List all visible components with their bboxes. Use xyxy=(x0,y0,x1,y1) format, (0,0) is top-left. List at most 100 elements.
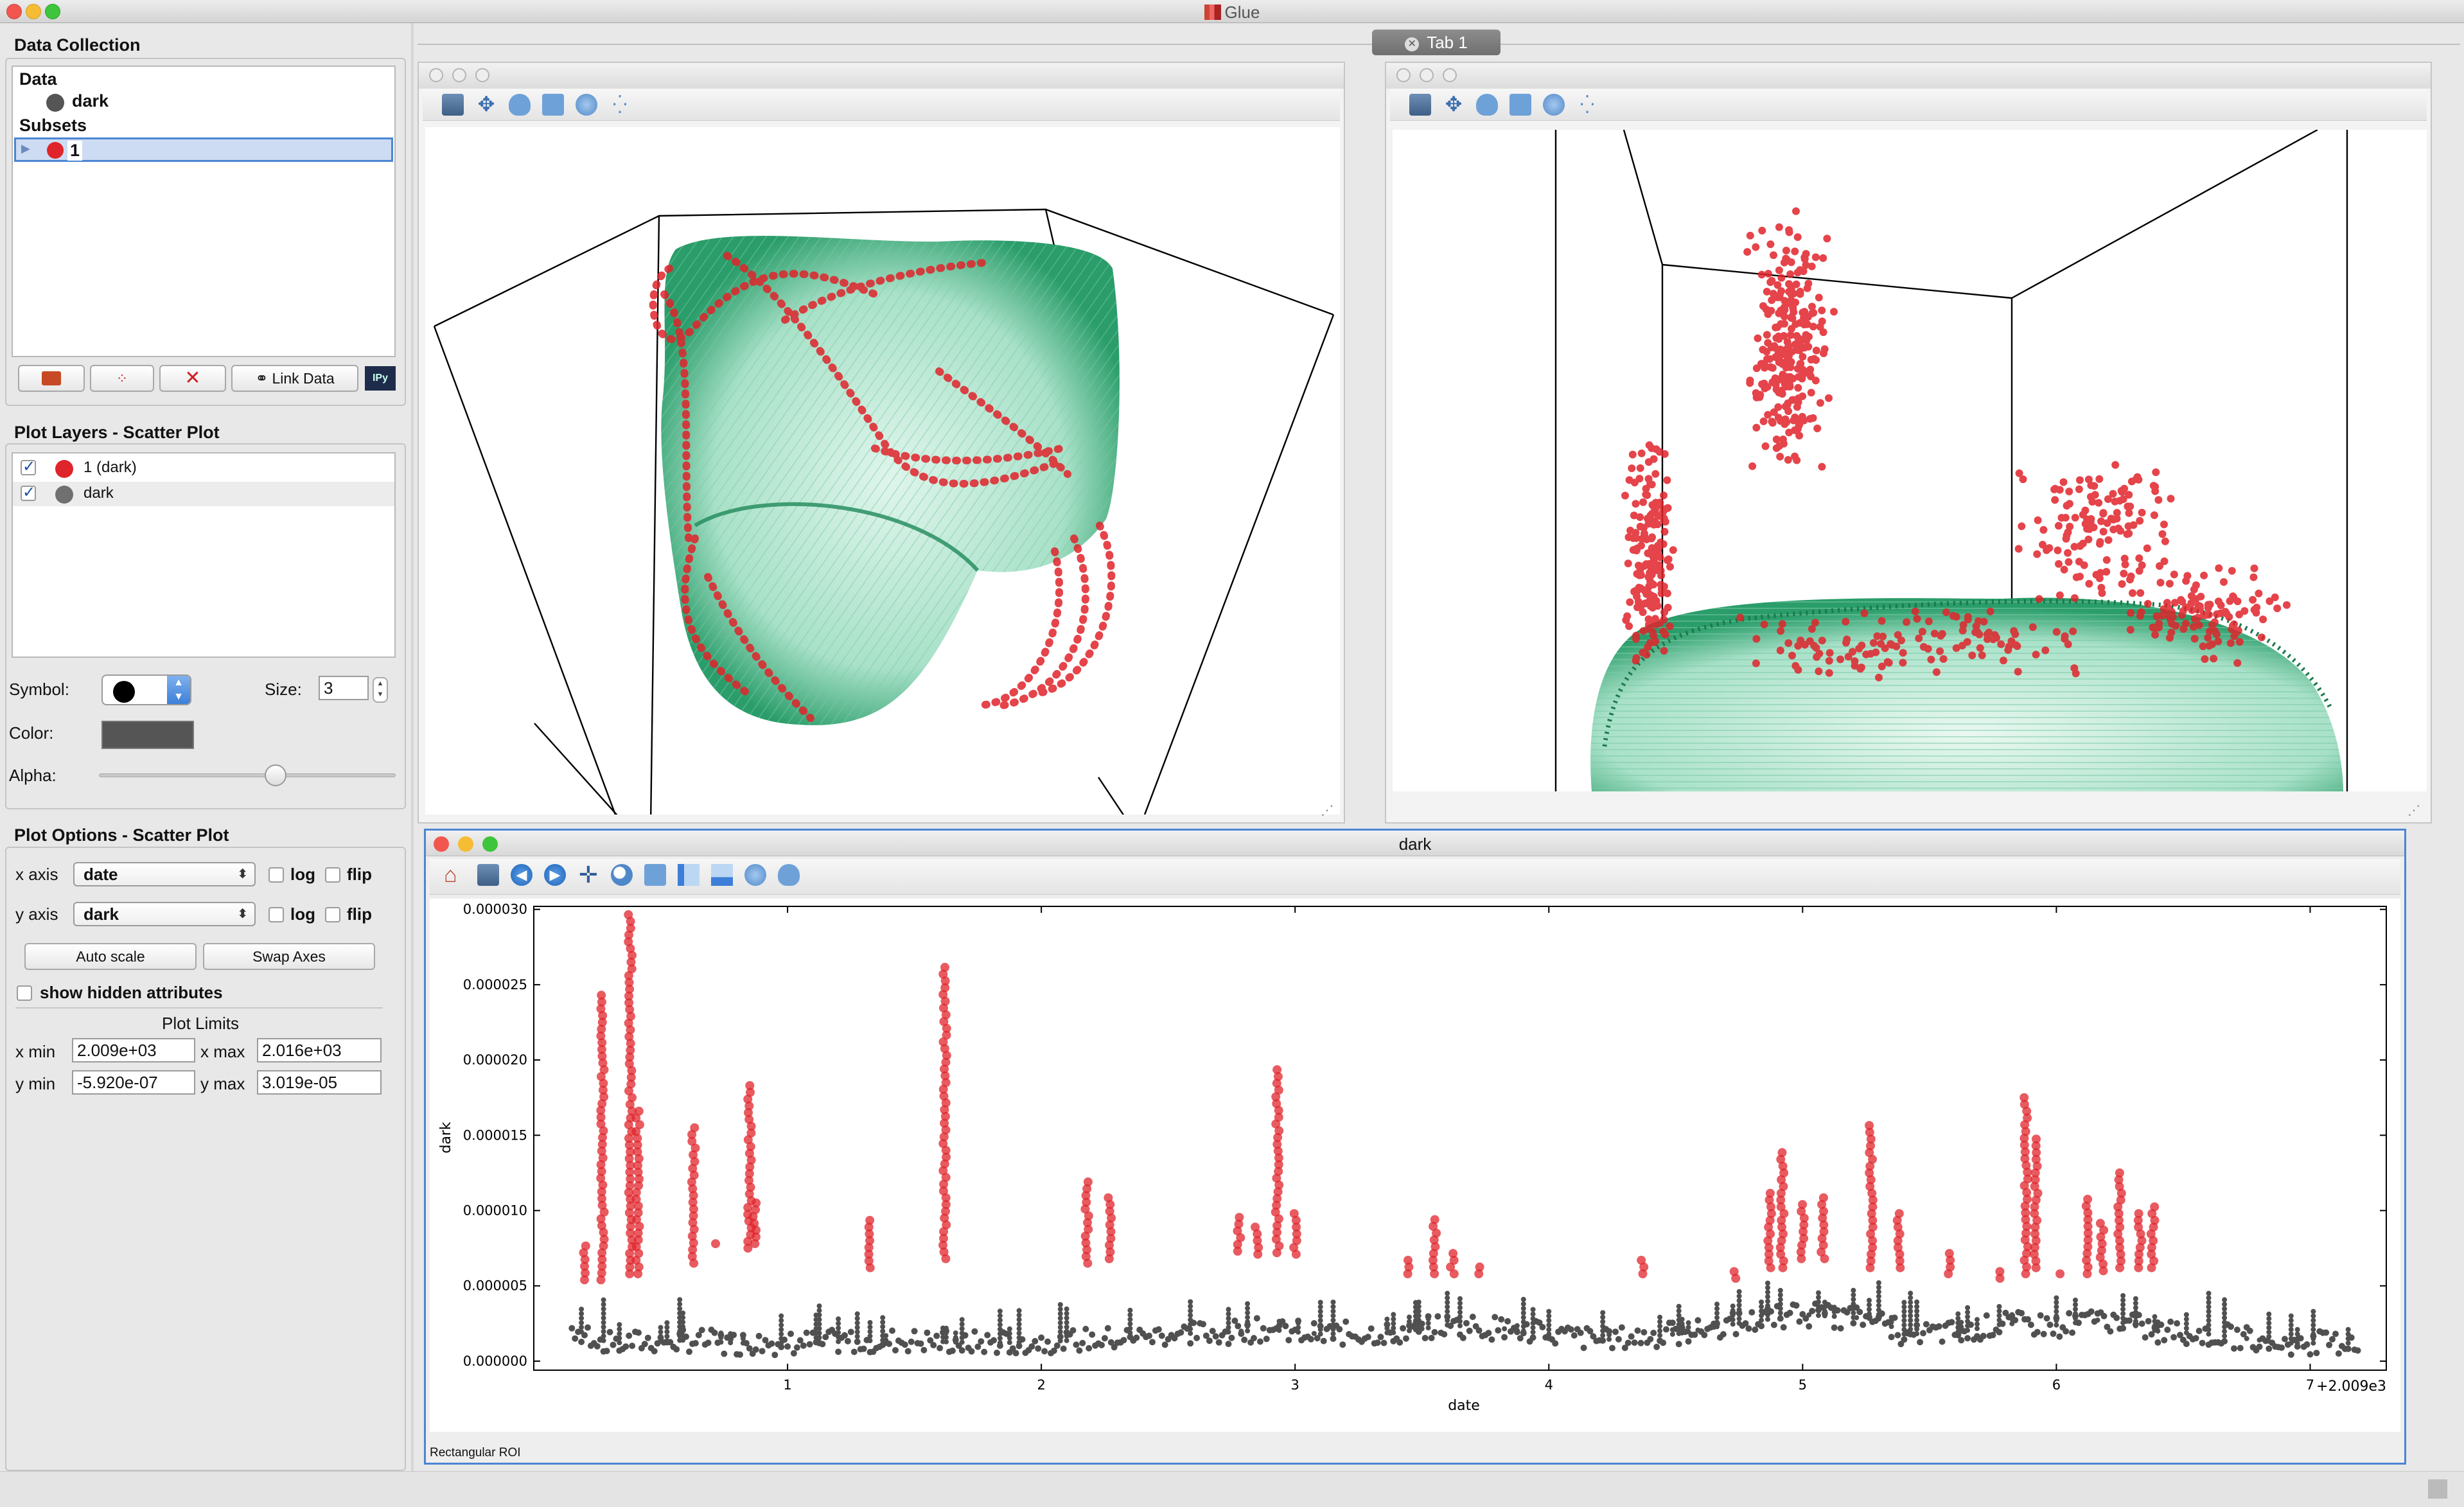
plot-limits-label: Plot Limits xyxy=(162,1014,239,1033)
data-item-dark[interactable]: dark xyxy=(72,91,109,110)
close-window-icon[interactable] xyxy=(6,4,22,19)
size-input[interactable]: 3 xyxy=(319,676,369,700)
point-select-icon[interactable]: ⁛ xyxy=(1580,94,1595,114)
zoom-window-icon[interactable] xyxy=(45,4,60,19)
ymin-input[interactable]: -5.920e-07 xyxy=(72,1070,195,1095)
3d-toolbar: ✥ ⁛ xyxy=(423,89,1340,121)
data-point-subset xyxy=(1867,1249,1876,1259)
resize-grip-icon[interactable]: ⋰ xyxy=(1321,804,1333,818)
data-collection-tree[interactable]: Data dark Subsets ▶ 1 xyxy=(12,66,396,357)
minimize-subwindow-icon[interactable] xyxy=(1420,68,1434,82)
lasso-icon[interactable] xyxy=(509,94,531,116)
symbol-combo[interactable]: ▲ ▼ xyxy=(101,674,191,705)
3d-volume-canvas-right[interactable] xyxy=(1393,130,2427,791)
delete-button[interactable]: ✕ xyxy=(159,365,226,392)
rectangle-select-icon[interactable] xyxy=(644,864,666,886)
minimize-window-icon[interactable] xyxy=(26,4,41,19)
y-axis-select[interactable]: dark ⬍ xyxy=(73,902,256,926)
data-point-subset xyxy=(2135,1243,2145,1252)
xmax-input[interactable]: 2.016e+03 xyxy=(257,1038,382,1062)
data-point-subset xyxy=(2030,1229,2040,1238)
zoom-subwindow-icon[interactable] xyxy=(1443,68,1457,82)
zoom-icon[interactable] xyxy=(611,864,633,886)
data-point xyxy=(1469,1314,1476,1320)
circle-select-icon[interactable] xyxy=(744,864,766,886)
y-log-checkbox[interactable] xyxy=(268,907,284,922)
data-point xyxy=(1888,1319,1894,1325)
point-select-icon[interactable]: ⁛ xyxy=(612,94,628,114)
resize-grip-icon[interactable]: ⋰ xyxy=(2407,804,2420,818)
y-flip-checkbox[interactable] xyxy=(325,907,340,922)
rotate-icon[interactable]: ✥ xyxy=(1445,93,1463,116)
save-icon[interactable] xyxy=(477,864,499,886)
subset-point xyxy=(2205,642,2213,650)
3d-volume-canvas-left[interactable] xyxy=(425,127,1340,815)
circle-select-icon[interactable] xyxy=(576,94,597,116)
pan-icon[interactable]: ✛ xyxy=(578,861,599,888)
circle-select-icon[interactable] xyxy=(1543,94,1565,116)
data-point-subset xyxy=(2082,1269,2092,1278)
xmin-input[interactable]: 2.009e+03 xyxy=(72,1038,195,1062)
home-icon[interactable]: ⌂ xyxy=(444,863,457,887)
subset-point xyxy=(1818,463,1826,471)
layer-list[interactable]: ✓ 1 (dark) ✓ dark xyxy=(12,452,396,658)
subset-point xyxy=(1759,417,1768,425)
minimize-subwindow-icon[interactable] xyxy=(452,68,466,82)
data-point xyxy=(1425,1321,1431,1326)
show-hidden-checkbox[interactable] xyxy=(17,985,32,1001)
close-subwindow-icon[interactable] xyxy=(1396,68,1411,82)
lasso-icon[interactable] xyxy=(778,864,800,886)
data-point-subset xyxy=(2021,1161,2031,1170)
save-icon[interactable] xyxy=(1409,94,1431,116)
new-subset-button[interactable]: ⁘ xyxy=(90,365,154,392)
rotate-icon[interactable]: ✥ xyxy=(477,93,495,116)
subset-point xyxy=(1777,627,1785,635)
close-tab-icon[interactable]: ✕ xyxy=(1405,37,1420,51)
layer-checkbox-data[interactable]: ✓ xyxy=(21,484,36,501)
resize-grip-icon[interactable] xyxy=(2428,1479,2447,1499)
load-data-button[interactable] xyxy=(18,365,85,392)
subset-name-field[interactable]: 1 xyxy=(67,141,83,161)
data-point xyxy=(740,1335,746,1341)
x-flip-checkbox[interactable] xyxy=(325,867,340,883)
data-point xyxy=(927,1337,934,1344)
save-icon[interactable] xyxy=(442,94,464,116)
data-point xyxy=(2046,1321,2054,1328)
color-swatch[interactable] xyxy=(101,721,194,749)
rectangle-select-icon[interactable] xyxy=(1509,94,1531,116)
layer-checkbox-subset[interactable]: ✓ xyxy=(21,458,36,475)
tab-1[interactable]: ✕ Tab 1 xyxy=(1372,30,1500,55)
subset-point xyxy=(2167,628,2176,637)
subset-row[interactable]: ▶ 1 xyxy=(14,137,393,162)
scatter-plot-canvas[interactable]: 0.0000000.0000050.0000100.0000150.000020… xyxy=(430,899,2400,1432)
x-log-checkbox[interactable] xyxy=(268,867,284,883)
data-point xyxy=(1520,1305,1526,1311)
forward-arrow-icon[interactable]: ▶ xyxy=(544,864,566,886)
data-point-subset xyxy=(1271,1119,1281,1129)
data-point xyxy=(2174,1320,2181,1327)
y-range-select-icon[interactable] xyxy=(711,864,733,886)
x-range-select-icon[interactable] xyxy=(678,864,700,886)
ymax-input[interactable]: 3.019e-05 xyxy=(257,1070,382,1095)
rectangle-select-icon[interactable] xyxy=(542,94,564,116)
data-point xyxy=(2133,1305,2138,1310)
panel-splitter[interactable] xyxy=(411,23,414,1471)
lasso-icon[interactable] xyxy=(1476,94,1498,116)
ipython-terminal-button[interactable]: IPy xyxy=(365,366,396,391)
link-data-button[interactable]: ⚭ Link Data xyxy=(231,365,358,392)
layer-row-subset[interactable]: ✓ 1 (dark) xyxy=(13,456,394,480)
back-arrow-icon[interactable]: ◀ xyxy=(511,864,532,886)
swap-axes-button[interactable]: Swap Axes xyxy=(203,943,375,970)
alpha-slider-handle[interactable] xyxy=(265,764,286,786)
close-subwindow-icon[interactable] xyxy=(429,68,443,82)
x-axis-select[interactable]: date ⬍ xyxy=(73,862,256,886)
size-stepper[interactable]: ▲ ▼ xyxy=(373,677,388,703)
auto-scale-button[interactable]: Auto scale xyxy=(24,943,197,970)
data-point-subset xyxy=(2020,1255,2029,1265)
layer-row-data[interactable]: ✓ dark xyxy=(13,482,394,506)
minimize-subwindow-icon[interactable] xyxy=(458,836,473,852)
close-subwindow-icon[interactable] xyxy=(434,836,449,852)
alpha-slider-track[interactable] xyxy=(99,773,396,777)
zoom-subwindow-icon[interactable] xyxy=(482,836,498,852)
zoom-subwindow-icon[interactable] xyxy=(475,68,489,82)
